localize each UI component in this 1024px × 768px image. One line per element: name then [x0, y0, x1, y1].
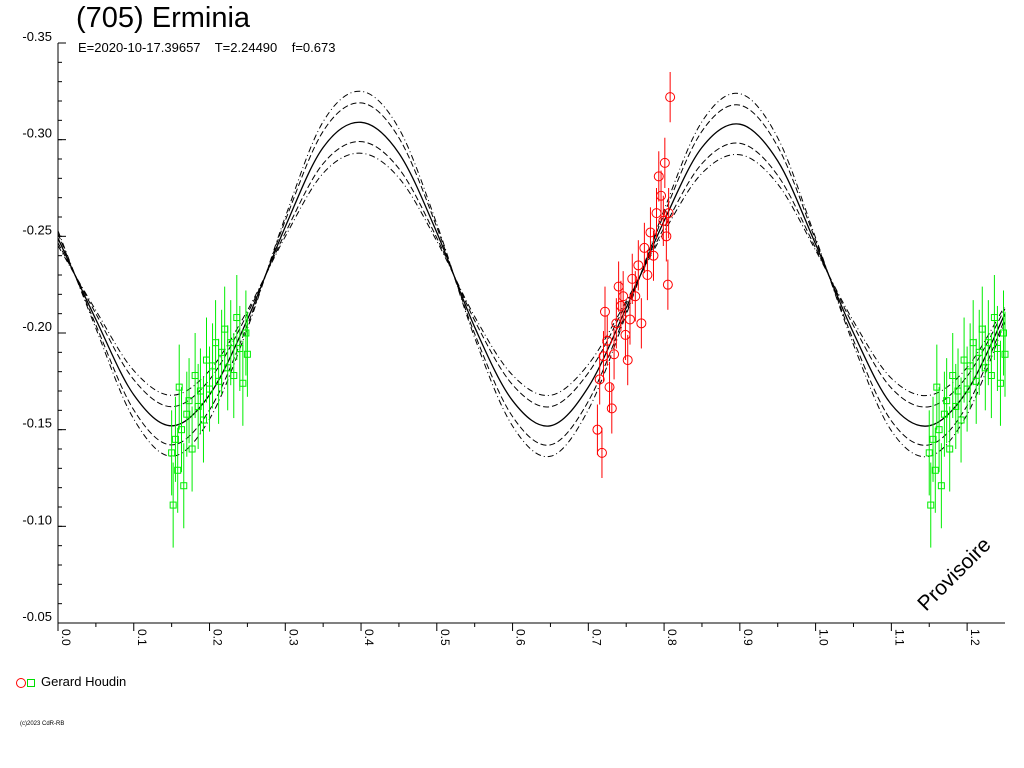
data-point-square	[943, 397, 951, 405]
data-point-square	[931, 466, 939, 474]
data-point-circle	[665, 92, 676, 103]
data-point-circle	[618, 291, 629, 302]
data-point-square	[1001, 350, 1009, 358]
data-point-square	[957, 416, 965, 424]
data-point-square	[952, 402, 960, 410]
data-point-square	[940, 410, 948, 418]
data-point-square	[171, 435, 179, 443]
data-point-circle	[598, 351, 609, 362]
data-point-circle	[663, 208, 674, 219]
data-point-circle	[633, 260, 644, 271]
data-point-circle	[636, 318, 647, 329]
data-point-square	[935, 426, 943, 434]
data-point-square	[180, 482, 188, 490]
x-tick-label: 0.9	[741, 629, 755, 646]
data-point-circle	[615, 300, 626, 311]
data-point-circle	[624, 314, 635, 325]
data-point-circle	[661, 231, 672, 242]
data-point-square	[925, 449, 933, 457]
data-point-square	[937, 482, 945, 490]
x-tick-label: 0.7	[589, 629, 603, 646]
x-tick-label: 1.1	[892, 629, 906, 646]
data-point-square	[168, 449, 176, 457]
data-point-square	[933, 383, 941, 391]
data-point-square	[174, 466, 182, 474]
data-point-square	[175, 383, 183, 391]
data-point-circle	[658, 215, 669, 226]
data-point-square	[929, 435, 937, 443]
data-point-circle	[609, 349, 620, 360]
y-tick-label: -0.25	[22, 222, 52, 237]
y-tick-label: -0.20	[22, 319, 52, 334]
x-tick-label: 0.3	[286, 629, 300, 646]
legend-square-marker	[27, 678, 35, 687]
data-point-square	[946, 445, 954, 453]
x-tick-label: 0.8	[665, 629, 679, 646]
x-tick-label: 0.1	[135, 629, 149, 646]
data-point-circle	[594, 374, 605, 385]
observations	[168, 72, 1009, 548]
data-point-circle	[645, 227, 656, 238]
data-point-square	[230, 372, 238, 380]
data-point-square	[999, 329, 1007, 337]
data-point-square	[194, 402, 202, 410]
data-point-square	[996, 379, 1004, 387]
data-point-circle	[602, 335, 613, 346]
data-point-circle	[599, 306, 610, 317]
data-point-circle	[606, 403, 617, 414]
data-point-circle	[653, 171, 664, 182]
data-point-circle	[648, 250, 659, 261]
data-point-circle	[622, 355, 633, 366]
data-point-circle	[639, 242, 650, 253]
envelope-curve-dash	[57, 141, 1006, 408]
y-tick-label: -0.10	[22, 512, 52, 527]
model-curve	[57, 121, 1006, 427]
x-tick-label: 0.2	[211, 629, 225, 646]
data-point-square	[177, 426, 185, 434]
data-point-circle	[596, 447, 607, 458]
data-point-square	[188, 445, 196, 453]
x-tick-label: 0.6	[514, 629, 528, 646]
data-point-square	[169, 501, 177, 509]
y-tick-label: -0.15	[22, 416, 52, 431]
y-tick-label: -0.30	[22, 126, 52, 141]
data-point-circle	[662, 279, 673, 290]
data-point-square	[185, 397, 193, 405]
data-point-square	[243, 350, 251, 358]
data-point-circle	[604, 382, 615, 393]
chart-subtitle: E=2020-10-17.39657 T=2.24490 f=0.673	[78, 40, 336, 55]
y-tick-label: -0.35	[22, 29, 52, 44]
x-tick-label: 0.4	[362, 629, 376, 646]
x-tick-label: 0.0	[59, 629, 73, 646]
y-tick-label: -0.05	[22, 609, 52, 624]
legend-observer-name: Gerard Houdin	[41, 674, 127, 689]
data-point-square	[239, 379, 247, 387]
legend-circle-marker	[16, 677, 26, 688]
data-point-square	[199, 416, 207, 424]
copyright-text: (c)2023 CdR-RB	[20, 721, 65, 727]
x-tick-label: 0.5	[438, 629, 452, 646]
x-tick-label: 1.2	[968, 629, 982, 646]
chart-title: (705) Erminia	[76, 2, 251, 34]
x-tick-label: 1.0	[817, 629, 831, 646]
data-point-square	[183, 410, 191, 418]
data-point-square	[927, 501, 935, 509]
legend: Gerard Houdin	[16, 674, 126, 689]
data-point-circle	[642, 270, 653, 280]
data-point-square	[242, 329, 250, 337]
data-point-circle	[659, 157, 670, 168]
data-point-circle	[656, 190, 667, 201]
axes: -0.35 -0.30 -0.25 -0.20 -0.15 -0.10 -0.05 0.0 0.…	[22, 29, 1005, 646]
data-point-circle	[627, 273, 638, 284]
provisoire-watermark: Provisoire	[913, 533, 995, 615]
data-point-circle	[630, 291, 641, 302]
envelope-curve-dashdot	[57, 90, 1006, 458]
data-point-square	[987, 372, 995, 380]
